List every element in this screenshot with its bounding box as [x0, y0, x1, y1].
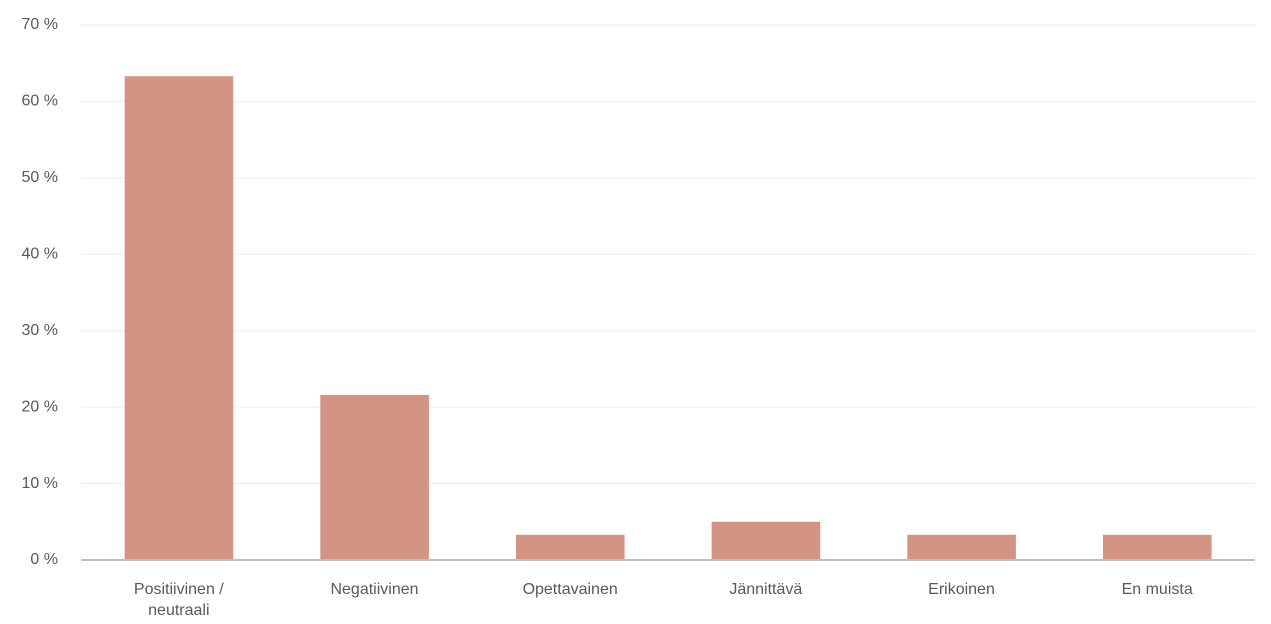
y-tick-label: 20 %: [22, 398, 58, 415]
y-tick-label: 0 %: [30, 551, 58, 568]
x-tick-label: Negatiivinen: [330, 581, 419, 598]
y-tick-label: 50 %: [22, 169, 58, 186]
x-tick-label: En muista: [1121, 581, 1193, 598]
y-tick-label: 60 %: [22, 93, 58, 110]
bar: [124, 76, 234, 560]
bar: [907, 534, 1016, 560]
bar: [711, 521, 821, 560]
y-tick-label: 40 %: [22, 246, 58, 263]
bar: [320, 394, 429, 560]
x-tick-label: Opettavainen: [522, 581, 618, 598]
y-tick-label: 10 %: [22, 475, 58, 492]
y-tick-label: 70 %: [22, 16, 58, 33]
x-tick-label: Positiivinen / neutraali: [133, 581, 224, 619]
y-tick-label: 30 %: [22, 322, 58, 339]
bar: [1102, 534, 1212, 560]
x-tick-label: Erikoinen: [928, 581, 995, 598]
bar: [515, 534, 625, 560]
x-tick-label: Jännittävä: [729, 581, 803, 598]
